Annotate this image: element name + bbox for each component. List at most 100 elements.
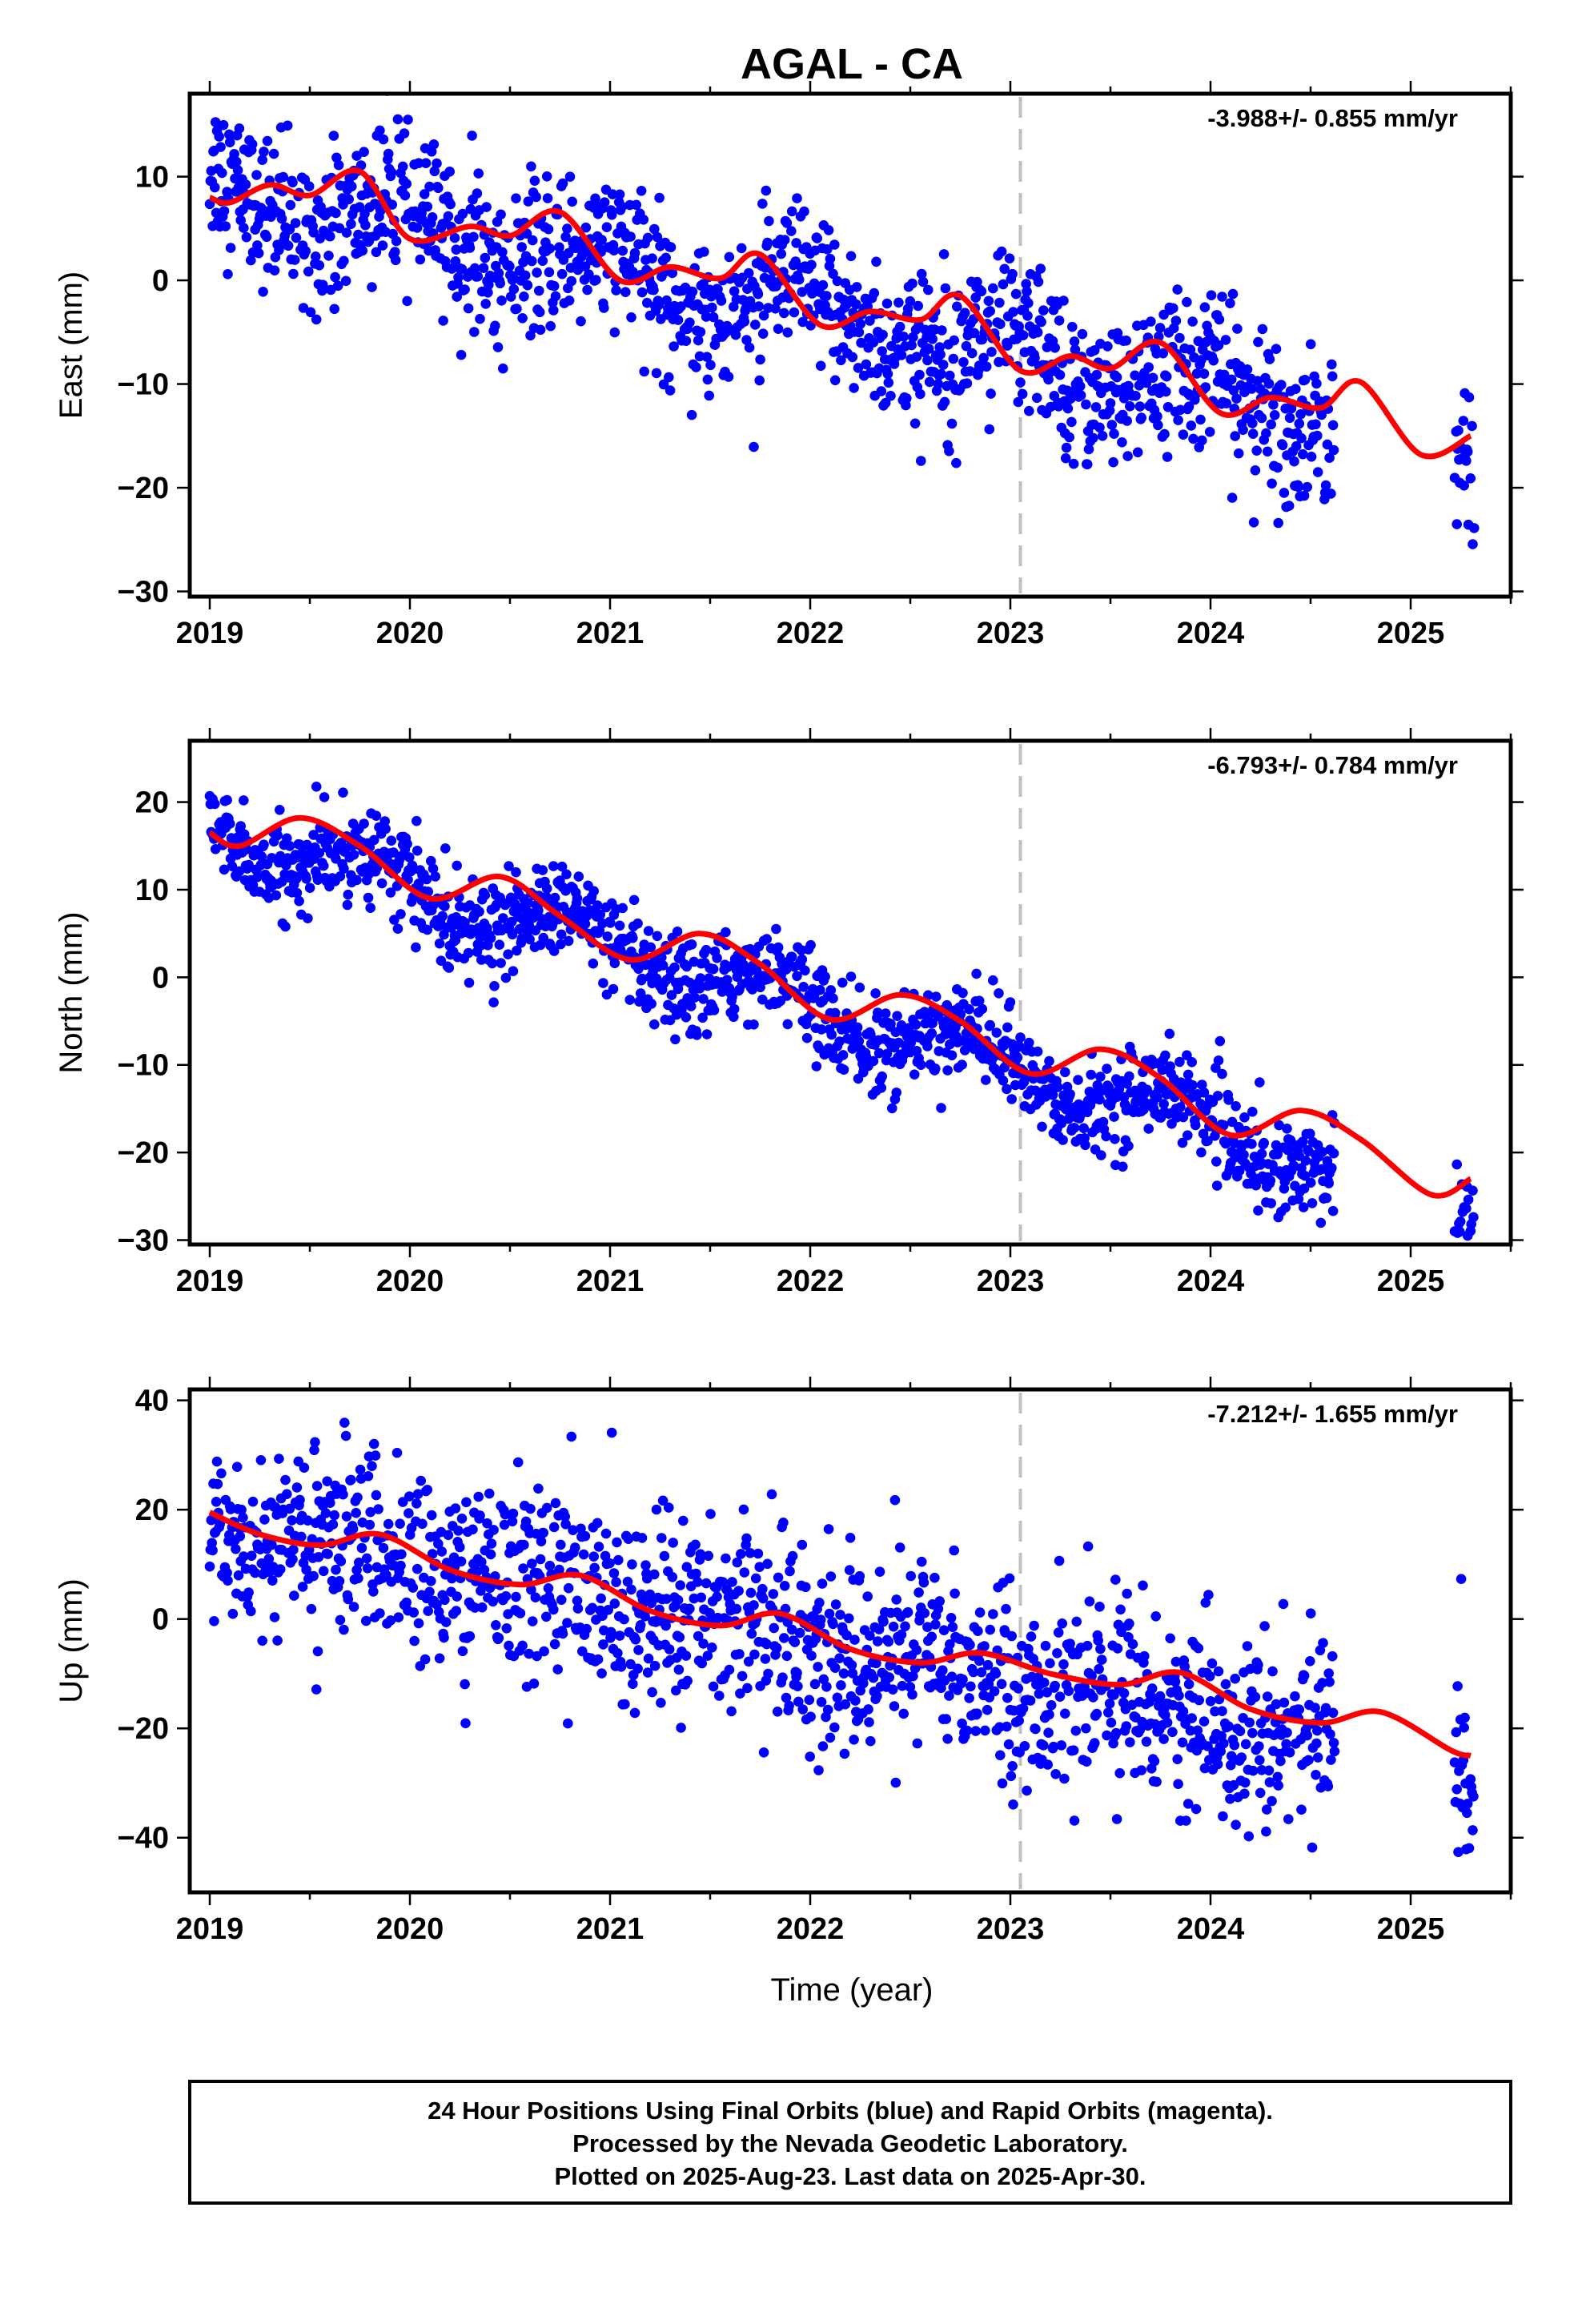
data-point <box>1239 1788 1250 1799</box>
data-point <box>399 128 410 139</box>
data-point <box>346 219 356 230</box>
data-point <box>356 1542 367 1554</box>
data-point <box>869 287 880 299</box>
data-point <box>1093 1635 1103 1646</box>
data-point <box>739 316 750 327</box>
data-point <box>1091 1708 1102 1719</box>
data-point <box>331 1564 341 1575</box>
data-point <box>1218 1811 1228 1822</box>
data-point <box>1227 493 1238 503</box>
data-point <box>548 305 559 316</box>
data-point <box>657 960 669 971</box>
y-tick-label: −30 <box>118 1224 169 1258</box>
data-point <box>786 226 797 236</box>
data-point <box>564 296 575 306</box>
data-point <box>343 889 354 900</box>
data-point <box>636 186 647 196</box>
data-point <box>239 1551 249 1562</box>
data-point <box>632 1663 643 1674</box>
data-point <box>1054 1555 1065 1566</box>
data-point <box>1284 412 1295 424</box>
data-point <box>528 1679 540 1689</box>
data-point <box>1195 414 1206 425</box>
data-point <box>1225 298 1235 309</box>
data-point <box>246 255 256 266</box>
data-point <box>327 1519 339 1530</box>
data-point <box>535 324 546 336</box>
data-point <box>1002 1022 1013 1033</box>
data-point <box>1255 1787 1266 1799</box>
data-point <box>524 934 535 945</box>
data-point <box>661 252 671 263</box>
data-point <box>473 1491 484 1502</box>
data-point <box>812 233 822 243</box>
data-point <box>387 199 398 210</box>
data-point <box>240 179 251 190</box>
data-point <box>1091 369 1102 380</box>
data-point <box>1264 354 1275 364</box>
data-point <box>527 1616 538 1626</box>
data-point <box>460 1679 470 1690</box>
data-point <box>823 225 834 235</box>
data-point <box>964 1693 974 1703</box>
data-point <box>1141 1736 1152 1747</box>
data-point <box>1177 1737 1188 1748</box>
data-point <box>1276 380 1287 390</box>
data-point <box>556 1594 567 1605</box>
data-point <box>862 1591 873 1602</box>
data-point <box>916 268 927 279</box>
data-point <box>1298 1136 1308 1147</box>
data-point <box>1299 1671 1310 1681</box>
data-point <box>548 861 559 871</box>
data-point <box>1115 1604 1126 1615</box>
data-point <box>1078 1123 1089 1134</box>
data-point <box>881 1048 893 1059</box>
data-point <box>392 114 404 125</box>
data-point <box>729 1003 740 1015</box>
data-point <box>926 1028 938 1039</box>
data-point <box>760 1654 771 1664</box>
data-point <box>1328 1738 1339 1748</box>
data-point <box>829 1663 841 1673</box>
data-point <box>656 952 667 963</box>
data-point <box>1255 1755 1265 1766</box>
data-point <box>207 1538 218 1548</box>
data-point <box>570 235 580 246</box>
data-point <box>452 292 462 302</box>
data-point <box>590 193 600 204</box>
data-point <box>544 267 555 278</box>
data-point <box>210 117 221 127</box>
data-point <box>880 1008 891 1019</box>
data-point <box>548 946 560 956</box>
data-point <box>485 933 496 943</box>
data-point <box>235 215 247 226</box>
data-point <box>572 1603 584 1614</box>
data-point <box>1122 1588 1132 1599</box>
data-point <box>1031 392 1042 404</box>
data-point <box>1311 378 1322 389</box>
data-point <box>922 355 933 366</box>
data-point <box>786 951 797 963</box>
data-point <box>942 1065 953 1076</box>
data-point <box>1464 392 1475 403</box>
data-point <box>1197 1080 1207 1090</box>
data-point <box>367 1461 377 1471</box>
data-point <box>1279 488 1290 498</box>
data-point <box>457 1646 468 1657</box>
data-point <box>339 1624 349 1635</box>
data-point <box>1004 253 1015 264</box>
data-point <box>1303 1755 1314 1766</box>
data-point <box>1205 1696 1216 1707</box>
data-point <box>821 1682 832 1692</box>
data-point <box>1002 1692 1013 1703</box>
panel-up: 2019 2020 2021 2022 2023 2024 2025−40−2002040U… <box>54 1377 1524 1946</box>
data-point <box>876 1083 887 1093</box>
data-point <box>957 1718 967 1729</box>
data-point <box>1029 1620 1039 1631</box>
data-point <box>682 1675 693 1687</box>
data-point <box>897 1680 908 1691</box>
data-point <box>478 263 489 274</box>
data-point <box>944 446 954 456</box>
data-point <box>342 899 353 911</box>
data-point <box>539 1646 549 1657</box>
